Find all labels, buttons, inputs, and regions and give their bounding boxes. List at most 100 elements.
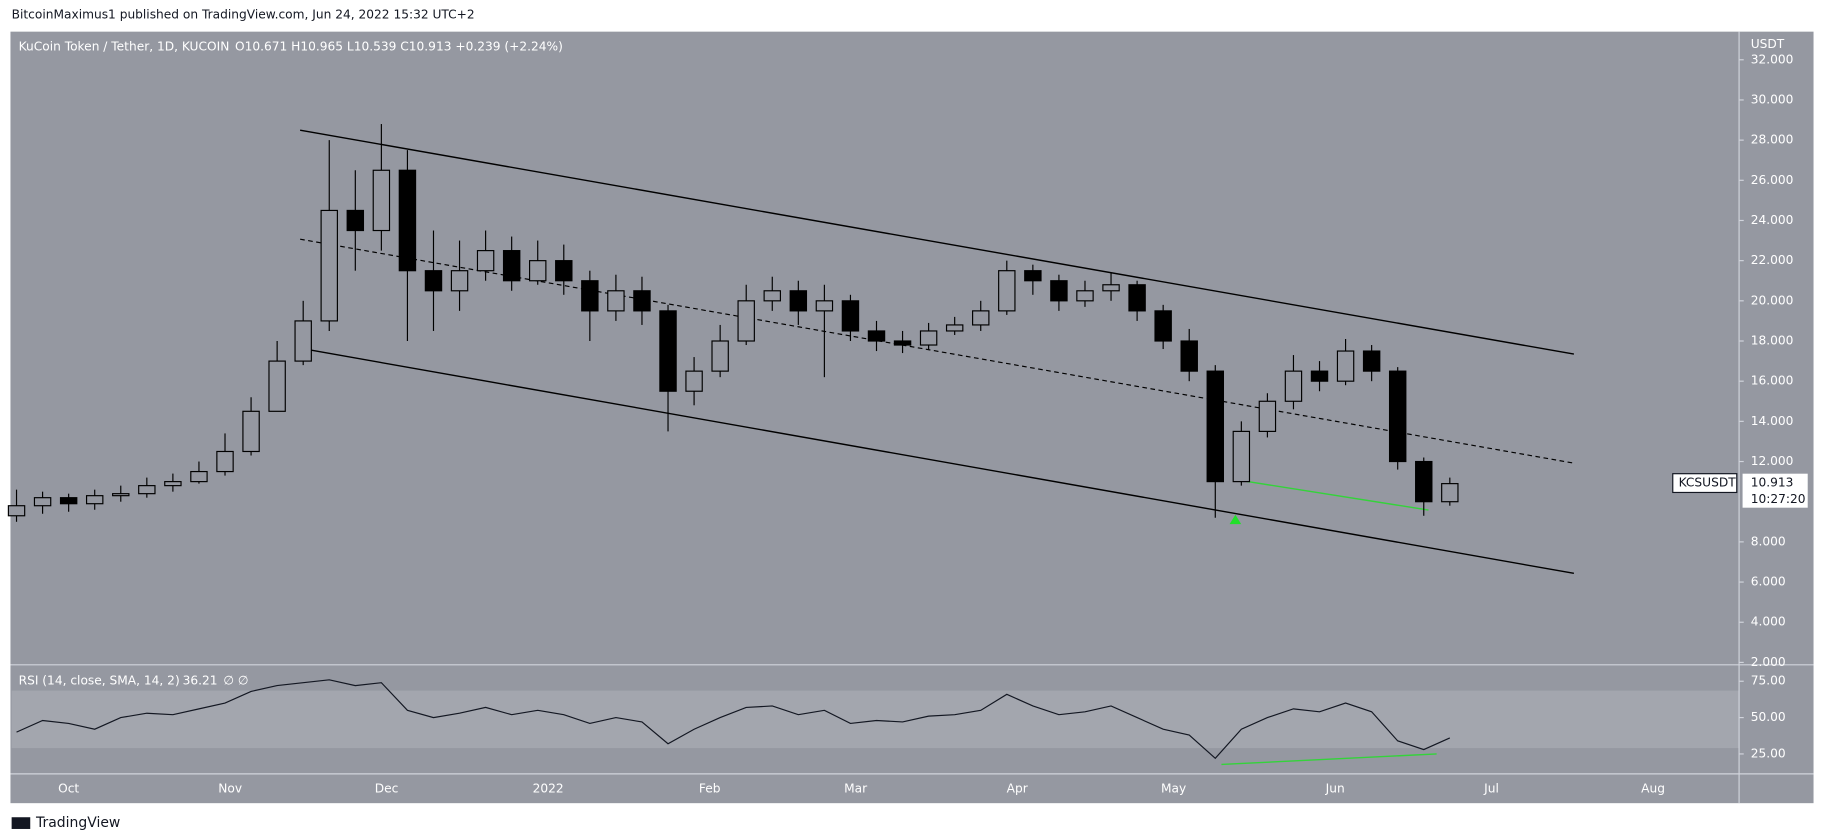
candle-body bbox=[815, 300, 834, 312]
rsi-line bbox=[16, 679, 1451, 760]
candle-body bbox=[85, 495, 104, 505]
candle-body bbox=[1388, 370, 1407, 463]
candle-body bbox=[294, 320, 312, 362]
candle-body bbox=[476, 250, 495, 272]
candle-body bbox=[1206, 370, 1225, 483]
candle-body bbox=[320, 209, 338, 322]
candle-body bbox=[268, 360, 286, 412]
y-tick-label: 25.00 bbox=[1751, 746, 1786, 760]
candle-body bbox=[398, 169, 417, 272]
y-tick-label: 12.000 bbox=[1751, 454, 1794, 468]
candle-body bbox=[164, 481, 182, 487]
candle-body bbox=[1128, 284, 1146, 312]
candle-body bbox=[633, 290, 651, 312]
candle-body bbox=[1180, 340, 1198, 372]
candle-body bbox=[919, 330, 938, 346]
candle-body bbox=[945, 324, 964, 332]
arrow-marker bbox=[1229, 514, 1242, 525]
x-tick-label: Dec bbox=[375, 782, 399, 796]
candle-body bbox=[1284, 370, 1303, 402]
y-tick-label: 75.00 bbox=[1751, 674, 1786, 688]
rsi-extras: ∅ ∅ bbox=[223, 674, 248, 688]
y-tick-label: 18.000 bbox=[1751, 333, 1794, 347]
candle-body bbox=[737, 300, 755, 342]
candle-body bbox=[685, 370, 703, 392]
candle-body bbox=[1154, 310, 1172, 342]
x-tick-label: Aug bbox=[1641, 782, 1665, 796]
candle-body bbox=[450, 270, 469, 292]
y-tick-label: 2.000 bbox=[1751, 655, 1786, 669]
rsi-divergence-line bbox=[1221, 753, 1437, 766]
candle-body bbox=[1050, 280, 1068, 302]
candle-body bbox=[1232, 430, 1251, 483]
candle-body bbox=[529, 260, 547, 282]
x-tick-label: Mar bbox=[844, 782, 868, 796]
price-tag bbox=[1742, 473, 1808, 508]
last-price: 10.913 bbox=[1751, 476, 1794, 490]
candle-body bbox=[1258, 400, 1277, 432]
candle-body bbox=[216, 450, 234, 473]
currency: USDT bbox=[1751, 37, 1785, 51]
y-tick-label: 30.000 bbox=[1751, 92, 1794, 106]
ticker: KCSUSDT bbox=[1679, 476, 1737, 490]
candle-body bbox=[893, 340, 912, 346]
y-tick-label: 16.000 bbox=[1751, 374, 1794, 388]
x-tick-label: Apr bbox=[1007, 782, 1029, 796]
logo bbox=[11, 817, 31, 829]
rsi-band bbox=[11, 690, 1740, 749]
candle-body bbox=[190, 470, 208, 483]
y-tick-label: 32.000 bbox=[1751, 52, 1794, 66]
y-tick-label: 4.000 bbox=[1751, 615, 1786, 629]
x-tick-label: 2022 bbox=[533, 782, 564, 796]
candle-body bbox=[242, 410, 260, 453]
candle-body bbox=[607, 290, 625, 312]
candle-body bbox=[1024, 270, 1042, 282]
candle-body bbox=[1441, 483, 1459, 503]
y-tick-label: 22.000 bbox=[1751, 253, 1794, 267]
y-tick-label: 24.000 bbox=[1751, 213, 1794, 227]
countdown: 10:27:20 bbox=[1751, 492, 1806, 506]
candle-body bbox=[659, 310, 677, 392]
divergence-line bbox=[1242, 480, 1429, 511]
ohlc: O10.671 H10.965 L10.539 C10.913 +0.239 (… bbox=[235, 39, 563, 53]
x-tick-label: Jul bbox=[1483, 782, 1499, 796]
candle-body bbox=[1336, 350, 1355, 382]
candle-body bbox=[7, 505, 26, 517]
candle-body bbox=[33, 497, 52, 507]
x-tick-label: May bbox=[1161, 782, 1186, 796]
chart-background bbox=[10, 31, 1814, 804]
rsi-title: RSI (14, close, SMA, 14, 2) bbox=[19, 674, 180, 688]
y-tick-label: 8.000 bbox=[1751, 534, 1786, 548]
candle-body bbox=[502, 250, 521, 282]
y-tick-label: 20.000 bbox=[1751, 293, 1794, 307]
y-tick-label: 26.000 bbox=[1751, 173, 1794, 187]
brand: TradingView bbox=[35, 815, 120, 831]
x-tick-label: Feb bbox=[699, 782, 721, 796]
x-tick-label: Nov bbox=[218, 782, 242, 796]
x-tick-label: Jun bbox=[1325, 782, 1345, 796]
candle-body bbox=[972, 310, 990, 326]
symbol: KuCoin Token / Tether, 1D, KUCOIN bbox=[19, 39, 230, 53]
candle-body bbox=[372, 169, 391, 232]
candle-body bbox=[346, 209, 365, 232]
candle-body bbox=[1362, 350, 1381, 372]
candle-body bbox=[1310, 370, 1329, 382]
candle-body bbox=[867, 330, 886, 342]
candle-body bbox=[998, 270, 1016, 312]
candle-body bbox=[763, 290, 781, 302]
candle-body bbox=[1102, 284, 1120, 292]
y-tick-label: 14.000 bbox=[1751, 414, 1794, 428]
y-tick-label: 50.00 bbox=[1751, 710, 1786, 724]
channel-upper bbox=[300, 129, 1575, 355]
ticker-tag bbox=[1672, 473, 1738, 494]
candle-body bbox=[112, 493, 130, 497]
candle-body bbox=[555, 260, 573, 282]
candle-body bbox=[1415, 460, 1433, 503]
candle-body bbox=[1076, 290, 1094, 302]
channel-lower bbox=[300, 347, 1575, 575]
y-tick-label: 28.000 bbox=[1751, 133, 1794, 147]
candle-body bbox=[711, 340, 729, 372]
y-tick-label: 6.000 bbox=[1751, 575, 1786, 589]
rsi-last-value: 36.21 bbox=[183, 674, 218, 688]
